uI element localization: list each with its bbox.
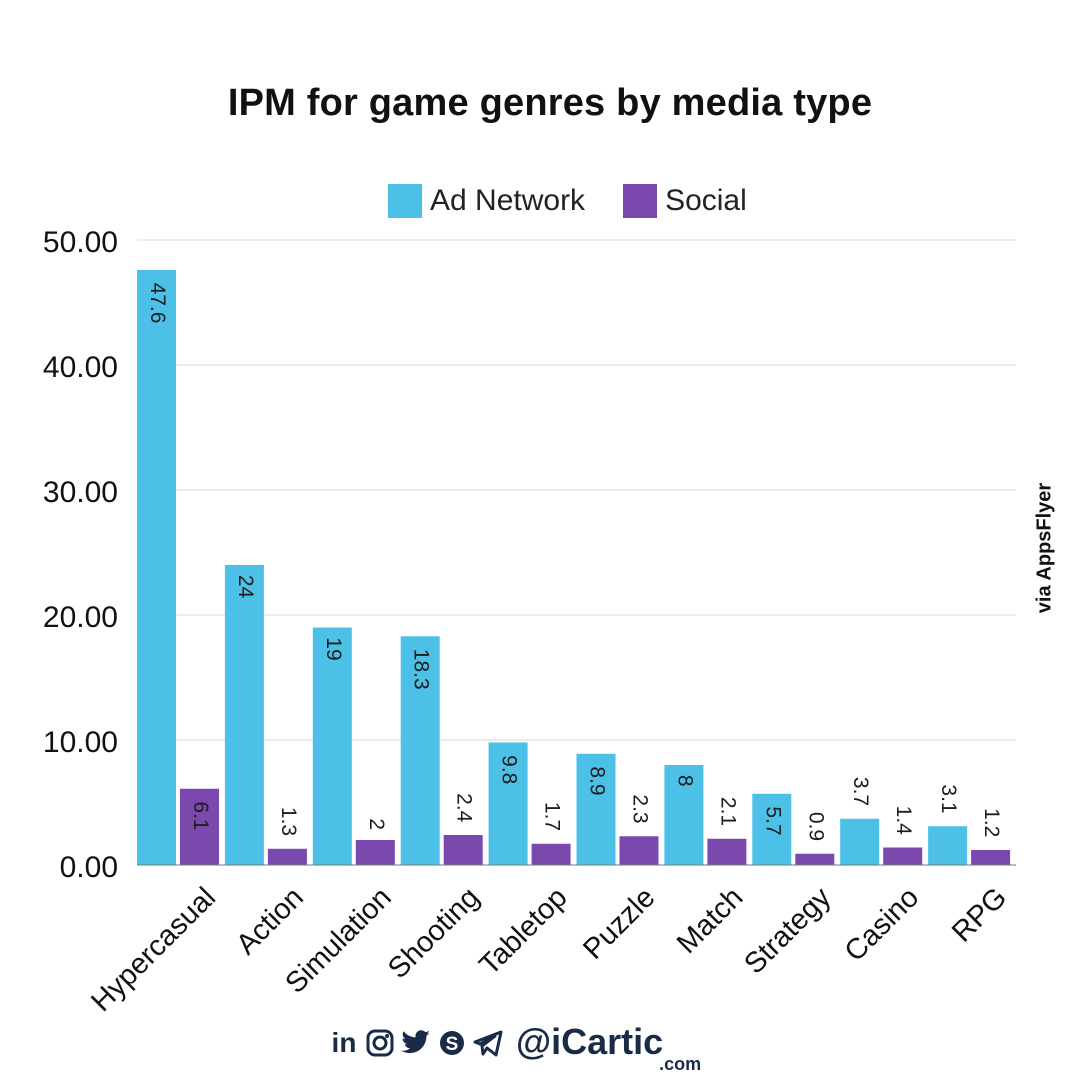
brand-handle: @iCartic .com	[516, 1021, 701, 1074]
data-label-ad-network-tabletop: 9.8	[498, 755, 521, 784]
axes: 0.00 10.00 20.00 30.00 40.00 50.00 Hypercasual…	[43, 226, 1016, 1018]
bar-social-hypercasual	[180, 788, 219, 865]
data-label-social-tabletop: 1.7	[541, 802, 564, 831]
bar-ad-network-action	[224, 565, 264, 865]
x-tick-label-shooting: Shooting	[382, 881, 486, 985]
data-label-social-simulation: 2	[365, 818, 388, 830]
skype-icon[interactable]: S	[436, 1026, 468, 1060]
bar-social-match	[707, 838, 747, 865]
legend-swatch-social	[623, 184, 658, 218]
data-label-social-shooting: 2.4	[453, 793, 476, 823]
data-label-ad-network-hypercasual: 47.6	[146, 283, 169, 324]
data-label-social-casino: 1.4	[892, 806, 915, 836]
twitter-icon[interactable]	[400, 1026, 432, 1060]
x-tick-label-hypercasual: Hypercasual	[85, 881, 222, 1018]
chart-title: IPM for game genres by media type	[227, 82, 873, 124]
footer-branding: in S	[328, 1021, 702, 1074]
data-label-ad-network-match: 8	[673, 775, 696, 787]
bar-ad-network-shooting	[400, 636, 440, 865]
bar-social-tabletop	[531, 843, 571, 865]
legend: Ad Network Social	[388, 184, 785, 218]
data-label-social-puzzle: 2.3	[628, 794, 651, 823]
instagram-icon[interactable]	[364, 1026, 396, 1060]
data-label-ad-network-action: 24	[234, 575, 257, 599]
data-label-ad-network-puzzle: 8.9	[585, 766, 608, 795]
brand-handle-text: @iCartic	[516, 1021, 664, 1062]
legend-label-social: Social	[665, 184, 747, 217]
bar-ad-network-puzzle	[576, 753, 616, 865]
bar-social-simulation	[355, 840, 395, 865]
data-label-social-rpg: 1.2	[980, 808, 1003, 837]
bars	[137, 270, 1011, 865]
x-tick-label-casino: Casino	[839, 881, 925, 967]
linkedin-icon[interactable]: in	[331, 1027, 357, 1058]
legend-swatch-ad-network	[388, 184, 422, 218]
y-tick-label-5: 50.00	[43, 226, 118, 259]
bar-social-action	[267, 848, 307, 865]
bar-ad-network-simulation	[312, 627, 352, 865]
y-tick-label-0: 0.00	[60, 851, 118, 884]
y-tick-label-4: 40.00	[43, 351, 118, 384]
legend-item-ad-network: Ad Network	[388, 184, 585, 218]
bar-ad-network-match	[664, 765, 704, 865]
bar-social-strategy	[795, 853, 835, 865]
x-tick-label-tabletop: Tabletop	[473, 881, 573, 981]
x-tick-label-strategy: Strategy	[738, 881, 837, 980]
data-label-social-hypercasual: 6.1	[189, 801, 212, 830]
bar-social-rpg	[971, 850, 1011, 865]
x-tick-label-rpg: RPG	[946, 881, 1013, 948]
source-label: via AppsFlyer	[1033, 482, 1056, 614]
data-label-ad-network-shooting: 18.3	[410, 649, 433, 690]
data-labels: 47.6 6.1 24 1.3 19 2 18.3 2.4 9.8 1.7 8.9 2.3 8 2.1 5.…	[146, 283, 1003, 842]
legend-item-social: Social	[623, 184, 747, 218]
data-label-social-strategy: 0.9	[804, 812, 827, 841]
y-tick-label-3: 30.00	[43, 476, 118, 509]
x-tick-label-action: Action	[230, 881, 310, 961]
social-icons: in S	[328, 1026, 504, 1060]
x-tick-label-match: Match	[671, 881, 749, 959]
y-tick-label-1: 10.00	[43, 726, 118, 759]
bar-social-puzzle	[619, 836, 659, 865]
bar-ad-network-strategy	[752, 793, 792, 865]
data-label-social-action: 1.3	[277, 807, 300, 836]
data-label-ad-network-simulation: 19	[322, 637, 345, 660]
y-tick-label-2: 20.00	[43, 601, 118, 634]
bar-social-shooting	[443, 835, 483, 865]
data-label-ad-network-rpg: 3.1	[937, 784, 960, 813]
x-tick-label-puzzle: Puzzle	[577, 881, 661, 965]
brand-domain: .com	[659, 1054, 702, 1074]
bar-ad-network-tabletop	[488, 742, 528, 865]
bar-ad-network-hypercasual	[137, 270, 176, 865]
bar-ad-network-casino	[840, 818, 880, 865]
legend-label-ad-network: Ad Network	[430, 184, 586, 217]
bar-social-casino	[883, 847, 923, 865]
data-label-ad-network-strategy: 5.7	[761, 806, 784, 835]
data-label-social-match: 2.1	[716, 797, 739, 826]
data-label-ad-network-casino: 3.7	[849, 777, 872, 806]
telegram-icon[interactable]	[472, 1026, 504, 1060]
bar-ad-network-rpg	[928, 826, 968, 865]
svg-text:S: S	[446, 1034, 459, 1055]
